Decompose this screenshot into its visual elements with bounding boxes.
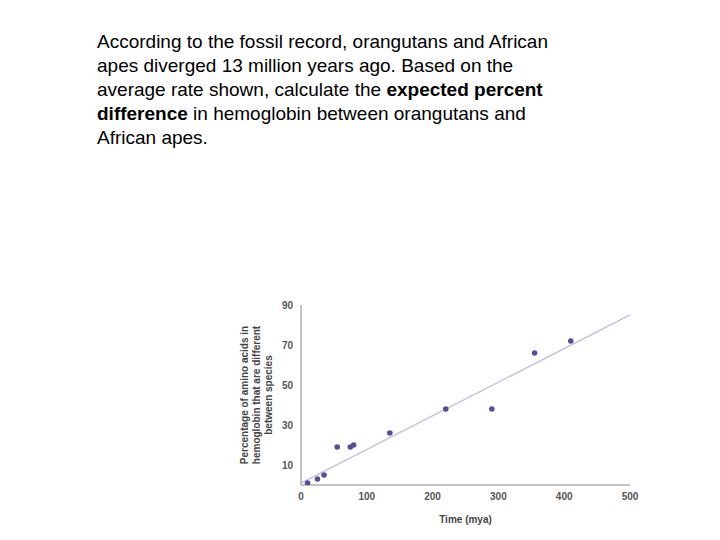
html-text:average rate shown, calculate: average rate shown, calculate the expect… xyxy=(97,79,543,100)
svg-text:0: 0 xyxy=(298,491,304,502)
svg-text:400: 400 xyxy=(556,491,573,502)
html-text:Percentage of amino acids in h: Percentage of amino acids in hemoglobin … xyxy=(239,325,274,465)
svg-text:200: 200 xyxy=(424,491,441,502)
html-text:According to the fossil record: According to the fossil record, oranguta… xyxy=(97,31,548,52)
svg-text:300: 300 xyxy=(490,491,507,502)
html-text:difference in hemoglobin betwe: difference in hemoglobin between orangut… xyxy=(97,103,526,124)
svg-text:100: 100 xyxy=(358,491,375,502)
svg-text:500: 500 xyxy=(622,491,639,502)
svg-text:90: 90 xyxy=(282,300,294,311)
html-text:apes diverged 13 million years: apes diverged 13 million years ago. Base… xyxy=(97,55,514,76)
svg-text:50: 50 xyxy=(282,380,294,391)
svg-text:30: 30 xyxy=(282,420,294,431)
svg-text:10: 10 xyxy=(282,460,294,471)
svg-text:Time (mya): Time (mya) xyxy=(439,514,492,525)
html-text:African apes.: African apes. xyxy=(97,127,208,148)
svg-text:70: 70 xyxy=(282,340,294,351)
